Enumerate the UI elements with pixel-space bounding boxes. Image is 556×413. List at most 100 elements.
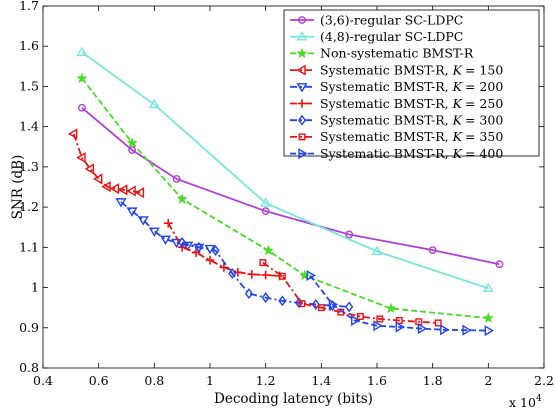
series-marker bbox=[440, 324, 450, 336]
y-tick-label: 1.6 bbox=[19, 38, 39, 53]
series-marker bbox=[78, 103, 86, 112]
legend-entry: Systematic BMST-R, K = 200 bbox=[290, 79, 503, 94]
series-marker bbox=[159, 235, 171, 245]
series-marker bbox=[296, 47, 308, 59]
series bbox=[76, 72, 494, 323]
series-marker bbox=[328, 298, 339, 310]
series-line bbox=[167, 222, 280, 277]
legend-entry: Systematic BMST-R, K = 400 bbox=[290, 146, 503, 161]
series-marker bbox=[417, 323, 428, 335]
series-marker bbox=[299, 269, 311, 281]
series-layer bbox=[67, 46, 504, 337]
legend-label-value: = 400 bbox=[465, 146, 503, 161]
axis-ticks: 0.4 0.6 0.8 1 1.2 1.4 1.6 1.8 2 2.2 0.8 0.9 1 1.1 1.2 1… bbox=[19, 0, 554, 388]
series-marker bbox=[182, 241, 194, 252]
x-multiplier-exponent: 4 bbox=[536, 394, 542, 404]
series-marker bbox=[297, 99, 307, 108]
series-marker bbox=[228, 268, 237, 279]
series-marker bbox=[244, 288, 254, 300]
series-marker bbox=[371, 245, 383, 256]
legend-label: Systematic BMST-R, K = 150 bbox=[320, 62, 503, 77]
x-tick-label: 1.4 bbox=[311, 373, 331, 388]
series-marker bbox=[482, 282, 494, 293]
series-marker bbox=[484, 325, 495, 337]
series-marker bbox=[462, 324, 472, 336]
series-line bbox=[181, 241, 350, 308]
series-marker bbox=[345, 230, 354, 239]
legend-label-var: K bbox=[452, 96, 463, 111]
series-marker bbox=[101, 181, 111, 193]
series-marker bbox=[428, 246, 437, 255]
series-marker bbox=[278, 272, 286, 280]
series-marker bbox=[351, 315, 361, 327]
x-tick-label: 1.8 bbox=[423, 373, 443, 388]
series-line bbox=[81, 51, 489, 290]
series bbox=[306, 269, 495, 337]
y-tick-label: 1.7 bbox=[19, 0, 39, 13]
series-marker bbox=[92, 173, 103, 185]
series-marker bbox=[261, 292, 270, 304]
legend-label-prefix: Systematic BMST-R, bbox=[320, 129, 453, 144]
legend-entry: Systematic BMST-R, K = 250 bbox=[290, 96, 503, 111]
legend-entry: (4,8)-regular SC-LDPC bbox=[290, 29, 463, 44]
legend-label-value: = 350 bbox=[465, 129, 503, 144]
legend-label-var: K bbox=[452, 62, 463, 77]
series-marker bbox=[148, 98, 160, 109]
series-marker bbox=[434, 319, 442, 327]
series-marker bbox=[163, 218, 173, 228]
series-marker bbox=[118, 184, 128, 196]
series-marker bbox=[317, 304, 325, 312]
series-marker bbox=[495, 260, 504, 269]
legend-label-var: K bbox=[452, 79, 463, 94]
series-marker bbox=[259, 259, 267, 267]
y-tick-label: 0.9 bbox=[19, 320, 39, 335]
series-marker bbox=[126, 136, 138, 148]
legend-label-var: K bbox=[452, 129, 463, 144]
series bbox=[76, 46, 494, 293]
series-marker bbox=[297, 114, 307, 126]
legend-label-prefix: Systematic BMST-R, bbox=[320, 79, 453, 94]
series-marker bbox=[345, 301, 354, 313]
x-tick-label: 0.8 bbox=[144, 373, 164, 388]
legend-label: Systematic BMST-R, K = 400 bbox=[320, 146, 503, 161]
series bbox=[78, 103, 504, 269]
series-marker bbox=[176, 193, 188, 204]
series-marker bbox=[128, 146, 136, 154]
x-tick-label: 1 bbox=[206, 373, 214, 388]
y-tick-label: 1.4 bbox=[19, 119, 39, 134]
legend-entry: Non-systematic BMST-R bbox=[290, 46, 474, 61]
series-marker bbox=[262, 244, 274, 256]
series-marker bbox=[247, 269, 257, 279]
series-marker bbox=[328, 300, 337, 312]
legend-label-var: K bbox=[452, 146, 463, 161]
x-tick-label: 1.6 bbox=[367, 373, 387, 388]
legend-label: Systematic BMST-R, K = 200 bbox=[320, 79, 503, 94]
legend-label: (4,8)-regular SC-LDPC bbox=[320, 29, 463, 44]
series-marker bbox=[126, 185, 136, 197]
legend-label-prefix: Systematic BMST-R, bbox=[320, 113, 453, 128]
series-marker bbox=[296, 64, 306, 76]
x-tick-label: 1.2 bbox=[256, 373, 276, 388]
series-marker bbox=[211, 245, 220, 257]
series-marker bbox=[261, 270, 270, 280]
series-marker bbox=[395, 321, 405, 333]
series-marker bbox=[76, 72, 88, 84]
series-marker bbox=[373, 320, 383, 332]
series-marker bbox=[306, 269, 316, 282]
legend-label-value: = 300 bbox=[465, 113, 503, 128]
legend-label-value: = 250 bbox=[465, 96, 503, 111]
legend-label-prefix: Systematic BMST-R, bbox=[320, 62, 453, 77]
series-marker bbox=[296, 83, 308, 93]
legend-entry: (3,6)-regular SC-LDPC bbox=[290, 12, 463, 27]
legend-label: (3,6)-regular SC-LDPC bbox=[320, 12, 463, 27]
legend-entry: Systematic BMST-R, K = 150 bbox=[290, 62, 503, 77]
series-marker bbox=[298, 16, 306, 24]
x-tick-label: 0.4 bbox=[33, 373, 53, 388]
legend-label: Systematic BMST-R, K = 250 bbox=[320, 96, 503, 111]
y-tick-label: 0.8 bbox=[19, 360, 39, 375]
series-marker bbox=[194, 241, 203, 253]
legend-entry: Systematic BMST-R, K = 300 bbox=[290, 113, 503, 128]
series-marker bbox=[115, 198, 127, 208]
y-tick-label: 1.5 bbox=[19, 78, 39, 93]
